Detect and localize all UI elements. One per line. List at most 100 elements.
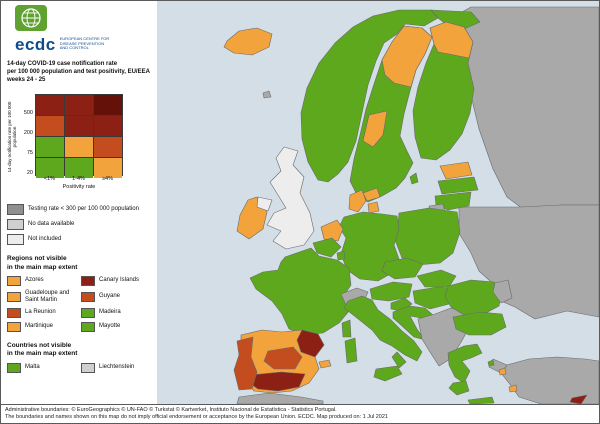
regions-section-heading: Regions not visible in the main map exte… [7, 255, 78, 271]
region-gotland [409, 172, 419, 185]
country-romania [444, 279, 503, 316]
country-luxembourg [336, 250, 346, 261]
country-bulgaria [452, 311, 507, 336]
title-line-2: per 100 000 population and test positivi… [7, 68, 150, 75]
country-faroe-islands [262, 90, 272, 99]
country-north-africa [236, 392, 324, 404]
title-line-3: weeks 24 - 25 [7, 76, 46, 83]
region-denmark-isles [367, 201, 380, 214]
country-iceland [223, 27, 273, 56]
ecdc-globe-icon [15, 5, 47, 31]
matrix-cell [94, 95, 122, 116]
region-greek-island [498, 367, 507, 376]
matrix-cell [94, 137, 122, 158]
legend-country-malta: Malta [7, 362, 79, 373]
color-swatch [81, 362, 95, 373]
region-spain-center [263, 346, 303, 370]
credits-line-1: Administrative boundaries: © EuroGeograp… [5, 407, 337, 413]
country-turkey [500, 356, 599, 404]
legend-region-la-reunion: La Reunion [7, 307, 79, 318]
country-cyprus [569, 394, 588, 404]
country-italy [343, 295, 423, 362]
legend-panel: ecdc EUROPEAN CENTRE FOR DISEASE PREVENT… [1, 1, 157, 404]
legend-matrix: 14-day notification rate per 100 000 pop… [7, 94, 157, 194]
color-swatch [81, 321, 95, 332]
color-swatch [81, 291, 95, 302]
country-portugal [233, 336, 258, 391]
region-sweden-north [381, 25, 433, 88]
matrix-cell [65, 158, 93, 179]
region-balearic-islands [318, 359, 332, 369]
color-swatch [7, 362, 21, 373]
color-swatch [81, 275, 95, 286]
country-austria [369, 281, 413, 302]
country-croatia [392, 305, 435, 341]
color-swatch [7, 204, 24, 216]
country-belgium [312, 237, 342, 258]
ecdc-name: ecdc [15, 34, 56, 54]
legend-item-no-data: No data available [7, 219, 157, 231]
country-lithuania [434, 191, 472, 211]
color-swatch [7, 321, 21, 332]
color-swatch [7, 219, 24, 231]
map-title: 14-day COVID-19 case notification rate p… [7, 60, 157, 84]
country-slovakia [416, 269, 457, 288]
regions-legend: Azores Canary Islands Guadeloupe and Sai… [7, 275, 157, 332]
legend-region-madeira: Madeira [81, 307, 155, 318]
title-line-1: 14-day COVID-19 case notification rate [7, 60, 118, 67]
matrix-cell [94, 158, 122, 179]
region-crete [467, 396, 495, 404]
matrix-cell [36, 158, 64, 179]
countries-legend: Malta Liechtenstein [7, 362, 157, 373]
countries-section-heading: Countries not visible in the main map ex… [7, 341, 78, 358]
legend-region-guadeloupe: Guadeloupe and Saint Martin [7, 290, 79, 304]
credits-line-2: The boundaries and names shown on this m… [5, 414, 388, 420]
region-peloponnese [448, 380, 470, 396]
legend-region-azores: Azores [7, 275, 79, 286]
color-swatch [7, 234, 24, 246]
region-sweden-south [362, 187, 381, 202]
legend-region-canary-islands: Canary Islands [81, 275, 155, 286]
ecdc-wordmark: ecdc EUROPEAN CENTRE FOR DISEASE PREVENT… [15, 34, 157, 54]
region-greek-island [487, 359, 495, 367]
region-corsica [341, 319, 352, 338]
country-norway [300, 9, 439, 183]
region-finland-north [429, 21, 474, 59]
matrix-x-ticks: <1% 1-4% ≥4% [43, 176, 113, 183]
legend-region-guyane: Guyane [81, 290, 155, 304]
matrix-cell [36, 137, 64, 158]
matrix-cell [65, 116, 93, 137]
country-moldova [492, 279, 513, 304]
country-united-kingdom [266, 146, 315, 250]
matrix-cell [65, 95, 93, 116]
matrix-cell [65, 137, 93, 158]
matrix-x-axis-title: Positivity rate [62, 184, 96, 191]
country-belarus-ukraine [458, 204, 599, 320]
color-swatch [7, 291, 21, 302]
matrix-cell [36, 95, 64, 116]
region-spain-northeast [296, 329, 325, 358]
legend-item-testing-rate: Testing rate < 300 per 100 000 populatio… [7, 204, 157, 216]
ecdc-tagline: EUROPEAN CENTRE FOR DISEASE PREVENTION A… [59, 36, 110, 51]
region-italy-toe [391, 351, 407, 369]
color-swatch [81, 307, 95, 318]
color-swatch [7, 275, 21, 286]
legend-item-not-included: Not included [7, 234, 157, 246]
region-sardinia [344, 337, 358, 364]
region-sweden-mid [362, 110, 388, 148]
status-legend: Testing rate < 300 per 100 000 populatio… [7, 204, 157, 246]
matrix-cells [35, 94, 123, 179]
country-denmark [348, 189, 367, 213]
color-swatch [7, 307, 21, 318]
matrix-y-axis-title: 14-day notification rate per 100 000 pop… [7, 101, 18, 173]
legend-country-liechtenstein: Liechtenstein [81, 362, 155, 373]
ecdc-logo: ecdc EUROPEAN CENTRE FOR DISEASE PREVENT… [15, 5, 157, 54]
matrix-cell [36, 116, 64, 137]
region-sicily [373, 365, 403, 382]
country-czechia [381, 257, 424, 280]
country-northern-ireland [256, 196, 273, 212]
credits-footer: Administrative boundaries: © EuroGeograp… [1, 404, 599, 423]
country-greece [447, 343, 483, 384]
country-netherlands [320, 219, 344, 242]
